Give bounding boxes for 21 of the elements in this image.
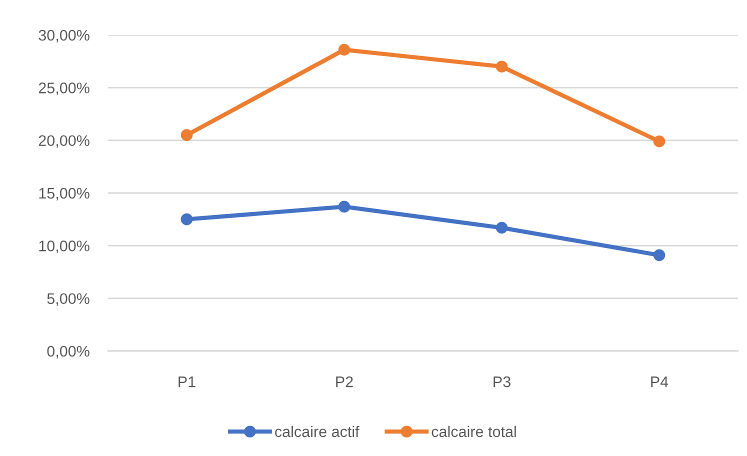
point xyxy=(496,60,508,73)
y-tick-label: 15,00% xyxy=(39,188,90,200)
y-tick-label: 10,00% xyxy=(39,240,90,254)
point xyxy=(653,249,666,262)
x-tick-label: P4 xyxy=(651,376,668,388)
x-tick-label: P1 xyxy=(178,376,196,388)
point xyxy=(180,129,193,141)
y-tick-label: 30,00% xyxy=(38,30,90,42)
point xyxy=(180,213,193,226)
point xyxy=(338,44,350,56)
point xyxy=(496,222,508,234)
x-tick-label: P3 xyxy=(494,376,510,388)
y-tick-label: 5,00% xyxy=(47,293,90,306)
x-tick-label: P2 xyxy=(336,376,353,388)
y-tick-label: 0,00% xyxy=(47,346,90,358)
point xyxy=(338,200,350,213)
y-tick-label: 25,00% xyxy=(38,82,90,96)
legend-label: calcaire actif xyxy=(275,426,360,438)
point xyxy=(653,135,666,148)
y-tick-label: 20,00% xyxy=(38,135,90,148)
legend-label: calcaire total xyxy=(432,426,516,438)
